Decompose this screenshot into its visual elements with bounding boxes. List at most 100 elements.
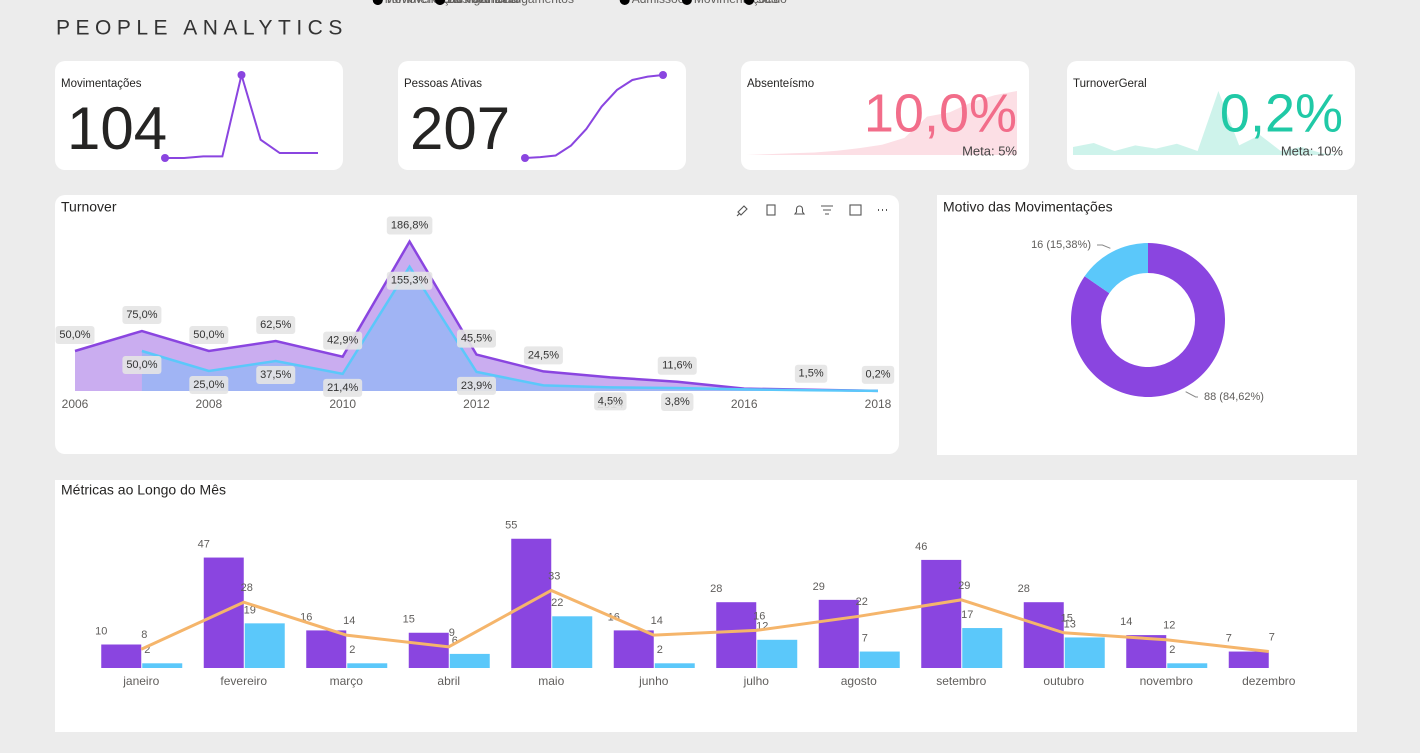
- kpi-target: Meta: 10%: [1281, 143, 1344, 158]
- sparkline-area: [1073, 91, 1343, 155]
- alert-icon[interactable]: [793, 205, 806, 215]
- data-label-box: [386, 271, 433, 290]
- visual-toolbar[interactable]: [736, 204, 887, 217]
- x-tick-label: outubro: [1043, 674, 1084, 688]
- data-label: 4,5%: [598, 395, 623, 407]
- pin-icon[interactable]: [736, 205, 748, 217]
- x-tick-label: março: [330, 674, 364, 688]
- kpi-value: 10,0%: [864, 83, 1017, 143]
- sparkline-area: [747, 91, 1017, 155]
- kpi-label: Movimentações: [61, 78, 142, 90]
- data-label: 15: [1061, 613, 1073, 625]
- bar: [757, 639, 798, 668]
- bar: [511, 538, 552, 668]
- bar: [101, 644, 142, 668]
- data-label-box: [794, 364, 828, 383]
- bar: [449, 653, 490, 668]
- leader-line: [1185, 391, 1198, 398]
- bar: [142, 663, 183, 668]
- data-label: 55: [505, 520, 517, 532]
- kpi-label: TurnoverGeral: [1073, 78, 1147, 90]
- data-label: 2: [349, 644, 355, 656]
- data-label: 88 (84,62%): [1204, 391, 1264, 403]
- data-label-box: [189, 326, 229, 344]
- legend-marker: [435, 0, 445, 5]
- kpi-value: 0,2%: [1220, 83, 1343, 143]
- data-label: 14: [1120, 616, 1132, 628]
- kpi-value: 207: [410, 95, 510, 162]
- data-label: 7: [1269, 631, 1275, 643]
- data-label: 62,5%: [260, 319, 291, 331]
- x-tick-label: 2012: [463, 397, 490, 411]
- data-label: 28: [1018, 583, 1030, 595]
- bar: [244, 623, 285, 668]
- x-tick-label: novembro: [1140, 674, 1194, 688]
- bar: [962, 628, 1003, 668]
- x-tick-label: setembro: [936, 674, 986, 688]
- bar: [654, 663, 695, 668]
- data-label: 37,5%: [260, 369, 291, 381]
- bar: [613, 630, 654, 668]
- legend-label: TurnoverDesligamentos: [447, 0, 574, 6]
- legend-label: Movimentações: [694, 0, 778, 6]
- x-tick-label: 2008: [195, 397, 222, 411]
- data-label: 19: [244, 604, 256, 616]
- x-tick-label: fevereiro: [220, 674, 267, 688]
- metrics-panel: [55, 480, 1357, 732]
- x-tick-label: 2010: [329, 397, 356, 411]
- data-label-box: [122, 356, 162, 374]
- x-tick-label: junho: [638, 674, 669, 688]
- data-label: 2: [657, 644, 663, 656]
- data-label-box: [594, 392, 627, 411]
- data-label: 1,5%: [799, 368, 824, 380]
- x-tick-label: maio: [538, 674, 564, 688]
- donut-slice: [1071, 243, 1225, 397]
- data-label: 7: [862, 632, 868, 644]
- kpi-label: Pessoas Ativas: [404, 78, 482, 90]
- kpi-label: Absenteísmo: [747, 78, 814, 90]
- bar: [1023, 602, 1064, 668]
- data-label: 50,0%: [126, 359, 157, 371]
- focus-icon[interactable]: [849, 204, 862, 216]
- kpi-card: [1067, 61, 1355, 170]
- data-label: 14: [343, 615, 355, 627]
- data-label: 8: [141, 629, 147, 641]
- data-label-box: [861, 365, 895, 384]
- data-label-box: [386, 216, 433, 235]
- legend-label: TurnoverGeral: [385, 0, 462, 6]
- bar: [408, 632, 449, 668]
- donut-panel: [937, 195, 1357, 455]
- chart-title: Turnover: [61, 199, 117, 215]
- data-label: 16 (15,38%): [1031, 239, 1091, 251]
- data-label-box: [122, 306, 162, 324]
- legend-marker: [681, 0, 692, 5]
- bar: [1167, 663, 1208, 668]
- data-label: 24,5%: [528, 349, 559, 361]
- data-label-box: [457, 329, 496, 348]
- data-label-box: [457, 376, 496, 395]
- sparkline: [524, 74, 664, 159]
- data-label: 42,9%: [327, 335, 358, 347]
- data-label-box: [55, 326, 95, 344]
- bar: [921, 559, 962, 668]
- x-tick-label: julho: [743, 674, 770, 688]
- sparkline-dot: [237, 71, 246, 79]
- line: [140, 588, 1269, 654]
- page-title: PEOPLE ANALYTICS: [56, 17, 348, 40]
- x-tick-label: dezembro: [1242, 674, 1296, 688]
- kpi-card: [398, 61, 686, 170]
- copy-icon[interactable]: [766, 204, 776, 216]
- legend-label: Admissoes: [632, 0, 691, 6]
- kpi-card: [55, 61, 343, 170]
- data-label: 17: [961, 609, 973, 621]
- data-label-box: [657, 356, 697, 375]
- x-tick-label: 2006: [62, 397, 89, 411]
- bar: [1064, 637, 1105, 668]
- data-label: 75,0%: [126, 309, 157, 321]
- sparkline-dot: [521, 154, 529, 162]
- data-label: 22: [856, 596, 868, 608]
- filter-icon[interactable]: [821, 205, 833, 215]
- data-label: 2: [144, 644, 150, 656]
- data-label: 16: [753, 610, 765, 622]
